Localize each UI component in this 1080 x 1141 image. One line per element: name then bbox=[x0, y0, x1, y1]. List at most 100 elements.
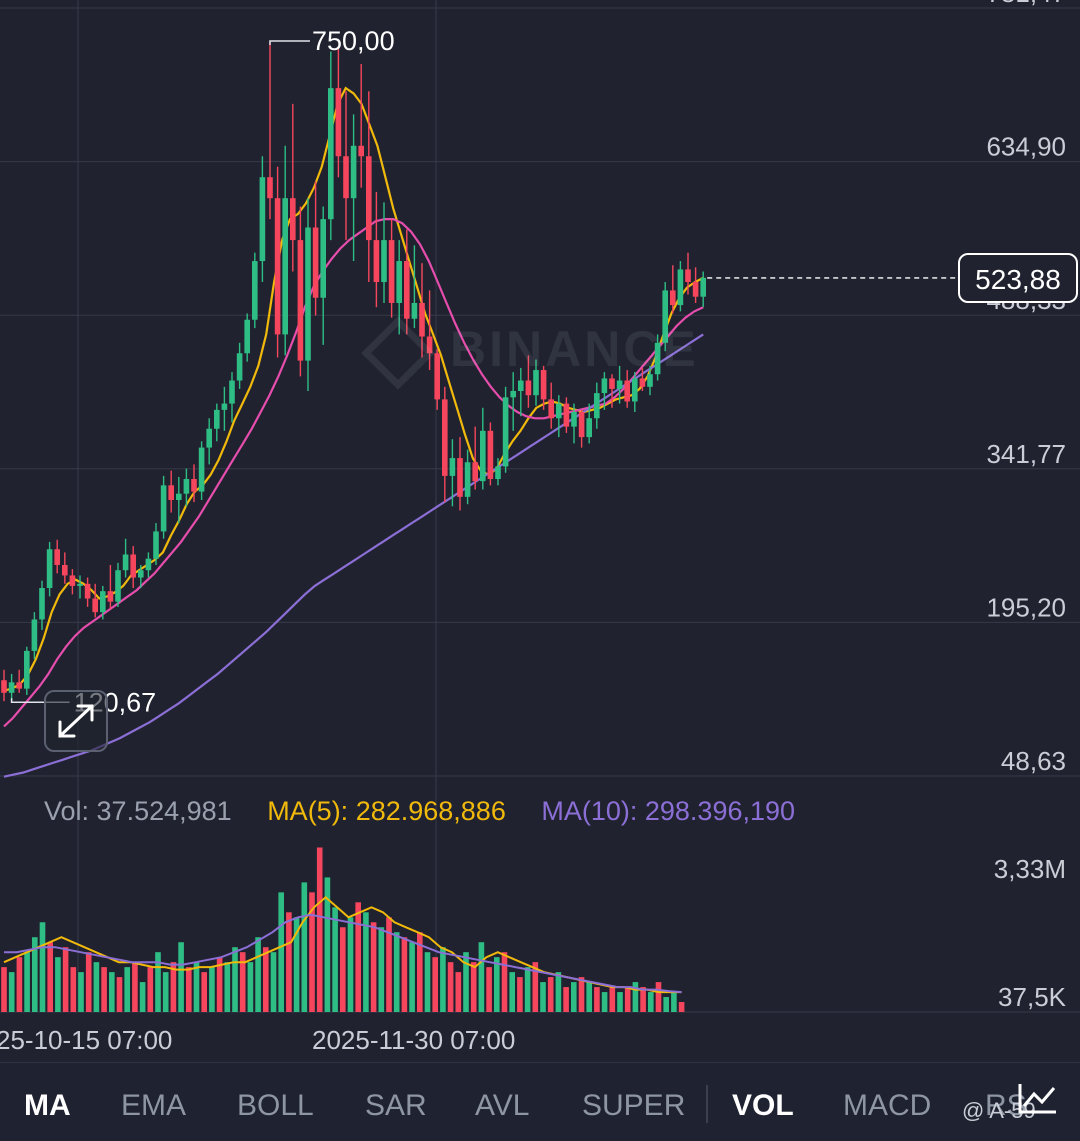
price-ma-line bbox=[3, 218, 704, 728]
volume-bar bbox=[655, 982, 662, 1012]
price-tick-label: 634,90 bbox=[986, 132, 1066, 162]
indicator-ema[interactable]: EMA bbox=[121, 1089, 187, 1122]
candle-body bbox=[571, 411, 577, 427]
volume-bar bbox=[347, 917, 354, 1012]
high-price-label: 750,00 bbox=[312, 26, 395, 56]
indicator-sar[interactable]: SAR bbox=[365, 1089, 427, 1122]
candle-body bbox=[138, 570, 144, 578]
volume-bar bbox=[370, 922, 377, 1012]
candle-body bbox=[464, 462, 471, 497]
price-chart[interactable]: 781,47634,90488,33341,77195,2048,63750,0… bbox=[0, 0, 1080, 1062]
candle-body bbox=[373, 240, 380, 283]
candle-body bbox=[480, 430, 486, 482]
volume-bar bbox=[201, 972, 207, 1012]
candle-body bbox=[130, 554, 136, 578]
volume-bar bbox=[1, 967, 7, 1012]
candle-body bbox=[176, 493, 182, 500]
candle-body bbox=[396, 261, 402, 303]
volume-bar bbox=[155, 952, 161, 1012]
candle-body bbox=[46, 549, 53, 589]
candle-body bbox=[685, 269, 691, 283]
candle-body bbox=[160, 485, 167, 532]
candle-body bbox=[198, 447, 205, 492]
candle-body bbox=[16, 682, 22, 689]
chart-settings-icon[interactable] bbox=[1016, 1082, 1058, 1116]
indicator-avl[interactable]: AVL bbox=[475, 1089, 530, 1122]
candle-body bbox=[252, 261, 258, 320]
volume-bar bbox=[363, 912, 369, 1012]
candle-body bbox=[274, 198, 281, 335]
binance-logo-icon bbox=[361, 316, 435, 390]
volume-bar bbox=[409, 942, 415, 1012]
candle-body bbox=[107, 591, 114, 602]
candle-body bbox=[31, 619, 38, 651]
candle-body bbox=[69, 575, 76, 586]
volume-bar bbox=[193, 962, 200, 1012]
volume-bar bbox=[478, 942, 485, 1012]
candle-body bbox=[236, 353, 243, 381]
candle-body bbox=[556, 403, 562, 419]
indicator-boll[interactable]: BOLL bbox=[237, 1089, 314, 1122]
candle-body bbox=[624, 380, 630, 402]
volume-bar bbox=[678, 1002, 685, 1012]
volume-bar bbox=[386, 917, 392, 1012]
volume-bar bbox=[186, 967, 192, 1012]
volume-legend: Vol: 37.524,981 MA(5): 282.968,886 MA(10… bbox=[44, 796, 823, 827]
volume-bar bbox=[162, 972, 169, 1012]
volume-bar bbox=[586, 982, 592, 1012]
indicator-vol[interactable]: VOL bbox=[732, 1089, 794, 1122]
candle-body bbox=[662, 290, 668, 343]
volume-bar bbox=[632, 982, 639, 1012]
volume-bar bbox=[239, 952, 246, 1012]
candle-body bbox=[411, 302, 418, 319]
volume-bar bbox=[124, 967, 130, 1012]
indicator-bar: MA EMA BOLL SAR AVL SUPER VOL MACD RS bbox=[0, 1062, 1080, 1141]
volume-bar bbox=[524, 967, 531, 1012]
volume-bar bbox=[663, 997, 669, 1012]
candle-body bbox=[419, 302, 425, 337]
volume-bar bbox=[340, 927, 346, 1012]
candle-body bbox=[609, 378, 615, 389]
candle-body bbox=[457, 458, 463, 497]
volume-bar bbox=[640, 987, 646, 1012]
candle-body bbox=[39, 588, 45, 620]
candle-body bbox=[62, 564, 68, 576]
candle-body bbox=[381, 240, 387, 283]
volume-bar bbox=[101, 967, 107, 1012]
candle-body bbox=[442, 399, 448, 476]
binance-watermark: BINANCE bbox=[361, 316, 699, 390]
volume-bar bbox=[324, 877, 331, 1012]
x-axis-tick-label: 2025-11-30 07:00 bbox=[312, 1025, 515, 1055]
volume-bar bbox=[578, 977, 585, 1012]
candle-body bbox=[343, 156, 349, 199]
candle-body bbox=[214, 409, 220, 429]
volume-bar bbox=[93, 962, 100, 1012]
indicator-super[interactable]: SUPER bbox=[582, 1089, 686, 1122]
volume-bar bbox=[147, 967, 154, 1012]
volume-bar bbox=[648, 992, 654, 1012]
volume-bar bbox=[609, 987, 616, 1012]
expand-button[interactable] bbox=[44, 690, 108, 752]
indicator-macd[interactable]: MACD bbox=[843, 1089, 932, 1122]
volume-bar bbox=[455, 972, 462, 1012]
candle-body bbox=[578, 411, 585, 438]
volume-bar bbox=[494, 957, 500, 1012]
vol-ma5-value: MA(5): 282.968,886 bbox=[267, 796, 506, 826]
volume-bar bbox=[547, 977, 554, 1012]
volume-bar bbox=[509, 972, 515, 1012]
current-price-tag[interactable]: 523,88 bbox=[958, 252, 1078, 303]
candle-body bbox=[654, 342, 661, 375]
candle-body bbox=[8, 682, 15, 693]
candle-body bbox=[335, 88, 342, 157]
candle-body bbox=[115, 570, 121, 602]
volume-bar bbox=[170, 962, 177, 1012]
indicator-ma[interactable]: MA bbox=[24, 1089, 71, 1122]
volume-bar bbox=[555, 972, 562, 1012]
candle-body bbox=[77, 583, 83, 586]
volume-bar bbox=[624, 987, 631, 1012]
candle-body bbox=[563, 403, 570, 427]
volume-bar bbox=[32, 937, 38, 1012]
candle-body bbox=[229, 380, 235, 404]
volume-bar bbox=[378, 927, 385, 1012]
